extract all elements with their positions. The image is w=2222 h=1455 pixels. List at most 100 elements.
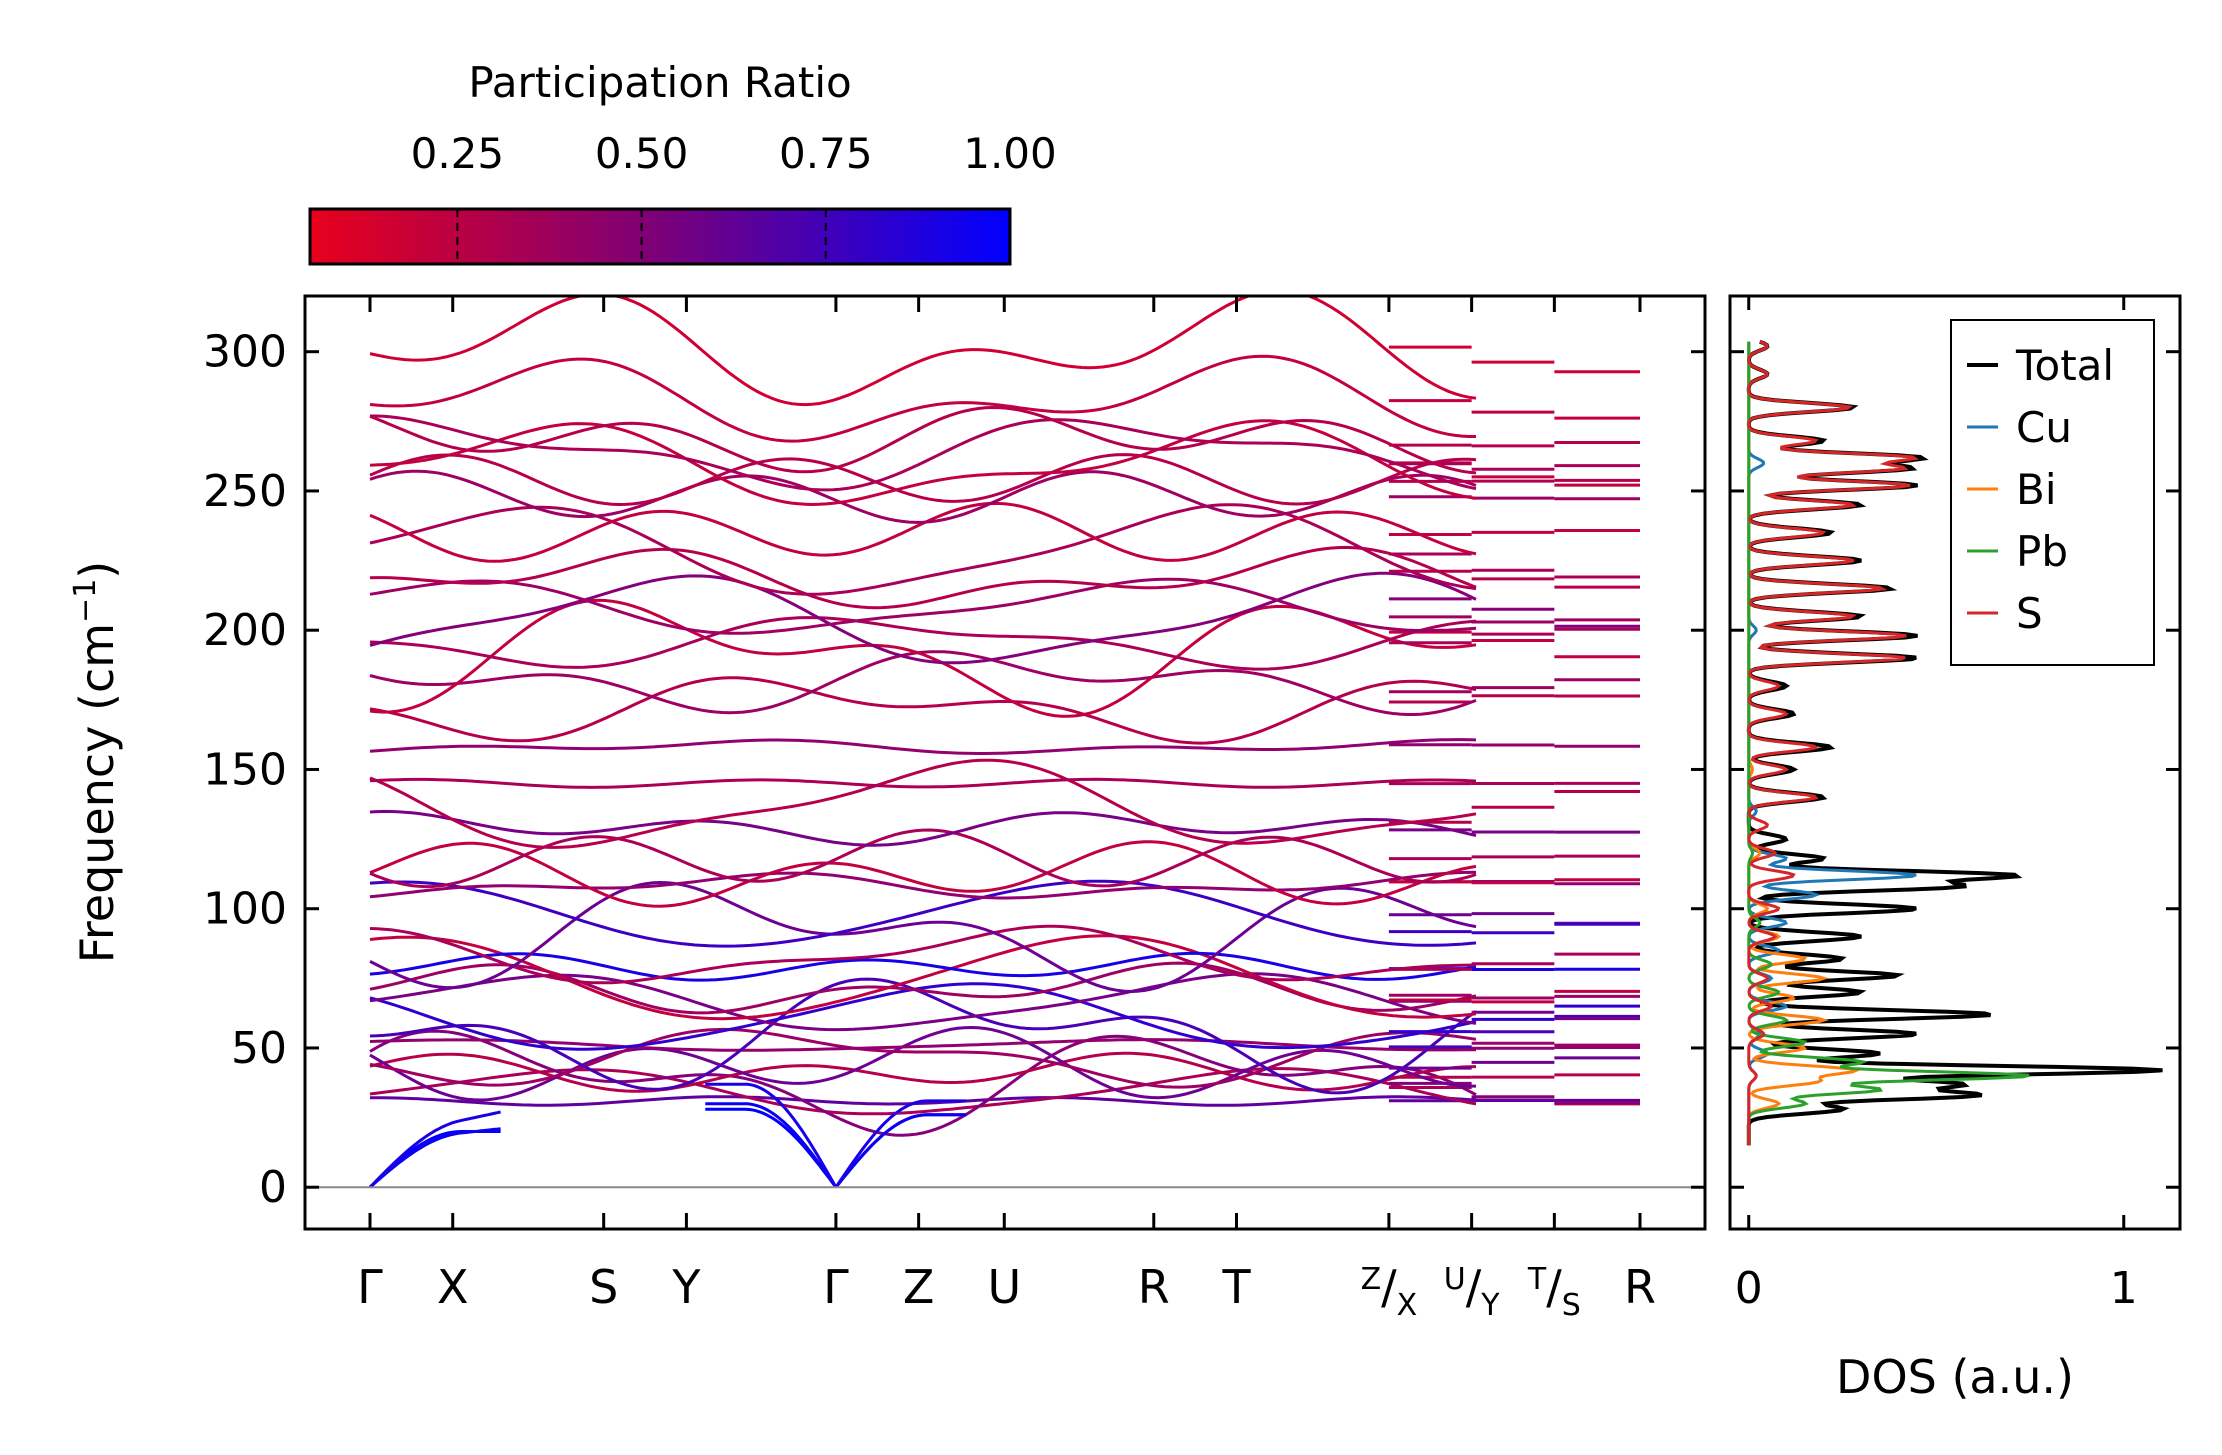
phonon-branch	[369, 469, 1477, 524]
phonon-branch	[369, 982, 1477, 1051]
phonon-branch	[369, 738, 1477, 755]
legend-label: Pb	[2016, 527, 2068, 576]
phonon-branch	[369, 924, 1477, 985]
kpoint-composite-bottom: S	[1562, 1288, 1581, 1323]
phonon-branch	[369, 809, 1477, 847]
dos-tick-label: 0	[1735, 1263, 1763, 1314]
frequency-tick-label: 300	[203, 327, 287, 378]
phonon-branch	[369, 879, 1477, 948]
acoustic-branch	[834, 1099, 967, 1189]
phonon-branch	[370, 1095, 1477, 1107]
kpoint-composite-bottom: Y	[1480, 1288, 1500, 1323]
kpoint-composite-top: Z	[1361, 1262, 1382, 1297]
frequency-axis-title-exponent: −1	[68, 579, 103, 623]
phonon-branch	[369, 453, 1477, 507]
acoustic-branch	[705, 1107, 838, 1189]
phonon-branch	[369, 616, 1477, 671]
legend-label: S	[2016, 589, 2043, 638]
kpoint-composite-top: T	[1527, 1262, 1547, 1297]
kpoint-label: U	[987, 1260, 1021, 1314]
phonon-branch	[369, 571, 1477, 665]
kpoint-composite-label: U/Y	[1444, 1260, 1500, 1323]
frequency-axis-title: Frequency (cm−1)	[68, 561, 124, 964]
colorbar-tick-label: 0.75	[779, 129, 873, 178]
colorbar-tick-label: 0.50	[595, 129, 689, 178]
dos-axis-title: DOS (a.u.)	[1836, 1350, 2074, 1404]
phonon-branch	[369, 972, 1477, 1032]
frequency-tick-label: 200	[203, 605, 287, 656]
phonon-branch	[369, 1029, 1477, 1137]
colorbar-tick-label: 1.00	[963, 129, 1057, 178]
phonon-branch	[369, 598, 1477, 718]
frequency-axis-title-main: Frequency (cm	[70, 623, 124, 963]
phonon-branch	[369, 354, 1476, 443]
phonon-branch	[369, 758, 1477, 849]
frequency-tick-label: 150	[203, 744, 287, 795]
frequency-ticks: 0 50 100 150 200 250 300	[203, 327, 1705, 1213]
kpoint-composite-label: T/S	[1527, 1260, 1581, 1323]
phonon-branch	[369, 870, 1477, 900]
colorbar-gradient	[308, 207, 1012, 266]
phonon-branch	[369, 577, 1477, 635]
band-lines	[368, 296, 1640, 1189]
phonon-branch	[369, 545, 1477, 610]
phonon-branch	[369, 1027, 1477, 1089]
phonon-branch	[369, 977, 1477, 1095]
phonon-branch	[369, 296, 1477, 407]
colorbar-tick-label: 0.25	[411, 129, 505, 178]
frequency-tick-label: 50	[231, 1023, 287, 1074]
frequency-tick-label: 100	[203, 884, 287, 935]
acoustic-branch	[368, 1110, 501, 1189]
kpoint-label: T	[1221, 1260, 1251, 1314]
kpoint-label: Z	[903, 1260, 935, 1314]
phonon-branch	[369, 1025, 1476, 1102]
phonon-branch	[369, 503, 1477, 596]
kpoint-label: S	[589, 1260, 618, 1314]
kpoint-ticks: Γ X S Y Γ Z U R T Z/XU/YT/S R	[357, 296, 1656, 1323]
phonon-branch	[369, 650, 1477, 716]
phonon-branch	[369, 880, 1477, 994]
kpoint-composite-slash: /	[1466, 1260, 1482, 1314]
phonon-branch	[369, 1038, 1477, 1052]
legend-frame	[1950, 319, 2155, 666]
kpoint-label: Y	[671, 1260, 701, 1314]
phonon-branch	[369, 840, 1477, 908]
phonon-branch	[370, 414, 1477, 492]
kpoint-composite-slash: /	[1381, 1260, 1397, 1314]
legend-label: Total	[2015, 341, 2114, 390]
phonon-branch	[369, 951, 1477, 982]
legend-label: Bi	[2016, 465, 2056, 514]
acoustic-branch	[369, 1127, 501, 1189]
band-plot-frame	[303, 294, 1707, 1231]
dos-legend: Total Cu Bi Pb S	[1950, 319, 2155, 666]
kpoint-label: Γ	[823, 1260, 849, 1314]
colorbar-ticks: 0.25 0.50 0.75 1.00	[411, 129, 1057, 264]
kpoint-composite-slash: /	[1546, 1260, 1562, 1314]
phonon-branch	[369, 676, 1477, 745]
kpoint-label: X	[437, 1260, 469, 1314]
dos-lines	[1746, 339, 2163, 1146]
phonon-branch	[369, 419, 1477, 507]
phonon-branch	[369, 934, 1477, 1021]
dos-plot-frame	[1728, 294, 2182, 1231]
colorbar-title: Participation Ratio	[468, 58, 851, 107]
kpoint-label-final: R	[1624, 1260, 1656, 1314]
dos-curve-s	[1747, 340, 1920, 1146]
kpoint-label: R	[1138, 1260, 1170, 1314]
frequency-axis-title-close: )	[70, 561, 124, 579]
acoustic-branch	[834, 1113, 967, 1189]
kpoint-composite-bottom: X	[1397, 1288, 1418, 1323]
kpoint-composite-label: Z/X	[1361, 1260, 1418, 1323]
acoustic-branch	[705, 1102, 838, 1189]
kpoint-label: Γ	[357, 1260, 383, 1314]
dos-tick-label: 1	[2110, 1263, 2138, 1314]
phonon-branch	[369, 405, 1477, 475]
legend-label: Cu	[2016, 403, 2072, 452]
acoustic-branch	[705, 1082, 838, 1188]
frequency-tick-label: 250	[203, 466, 287, 517]
colorbar: Participation Ratio 0.25 0.50 0.75 1.00	[308, 58, 1057, 266]
